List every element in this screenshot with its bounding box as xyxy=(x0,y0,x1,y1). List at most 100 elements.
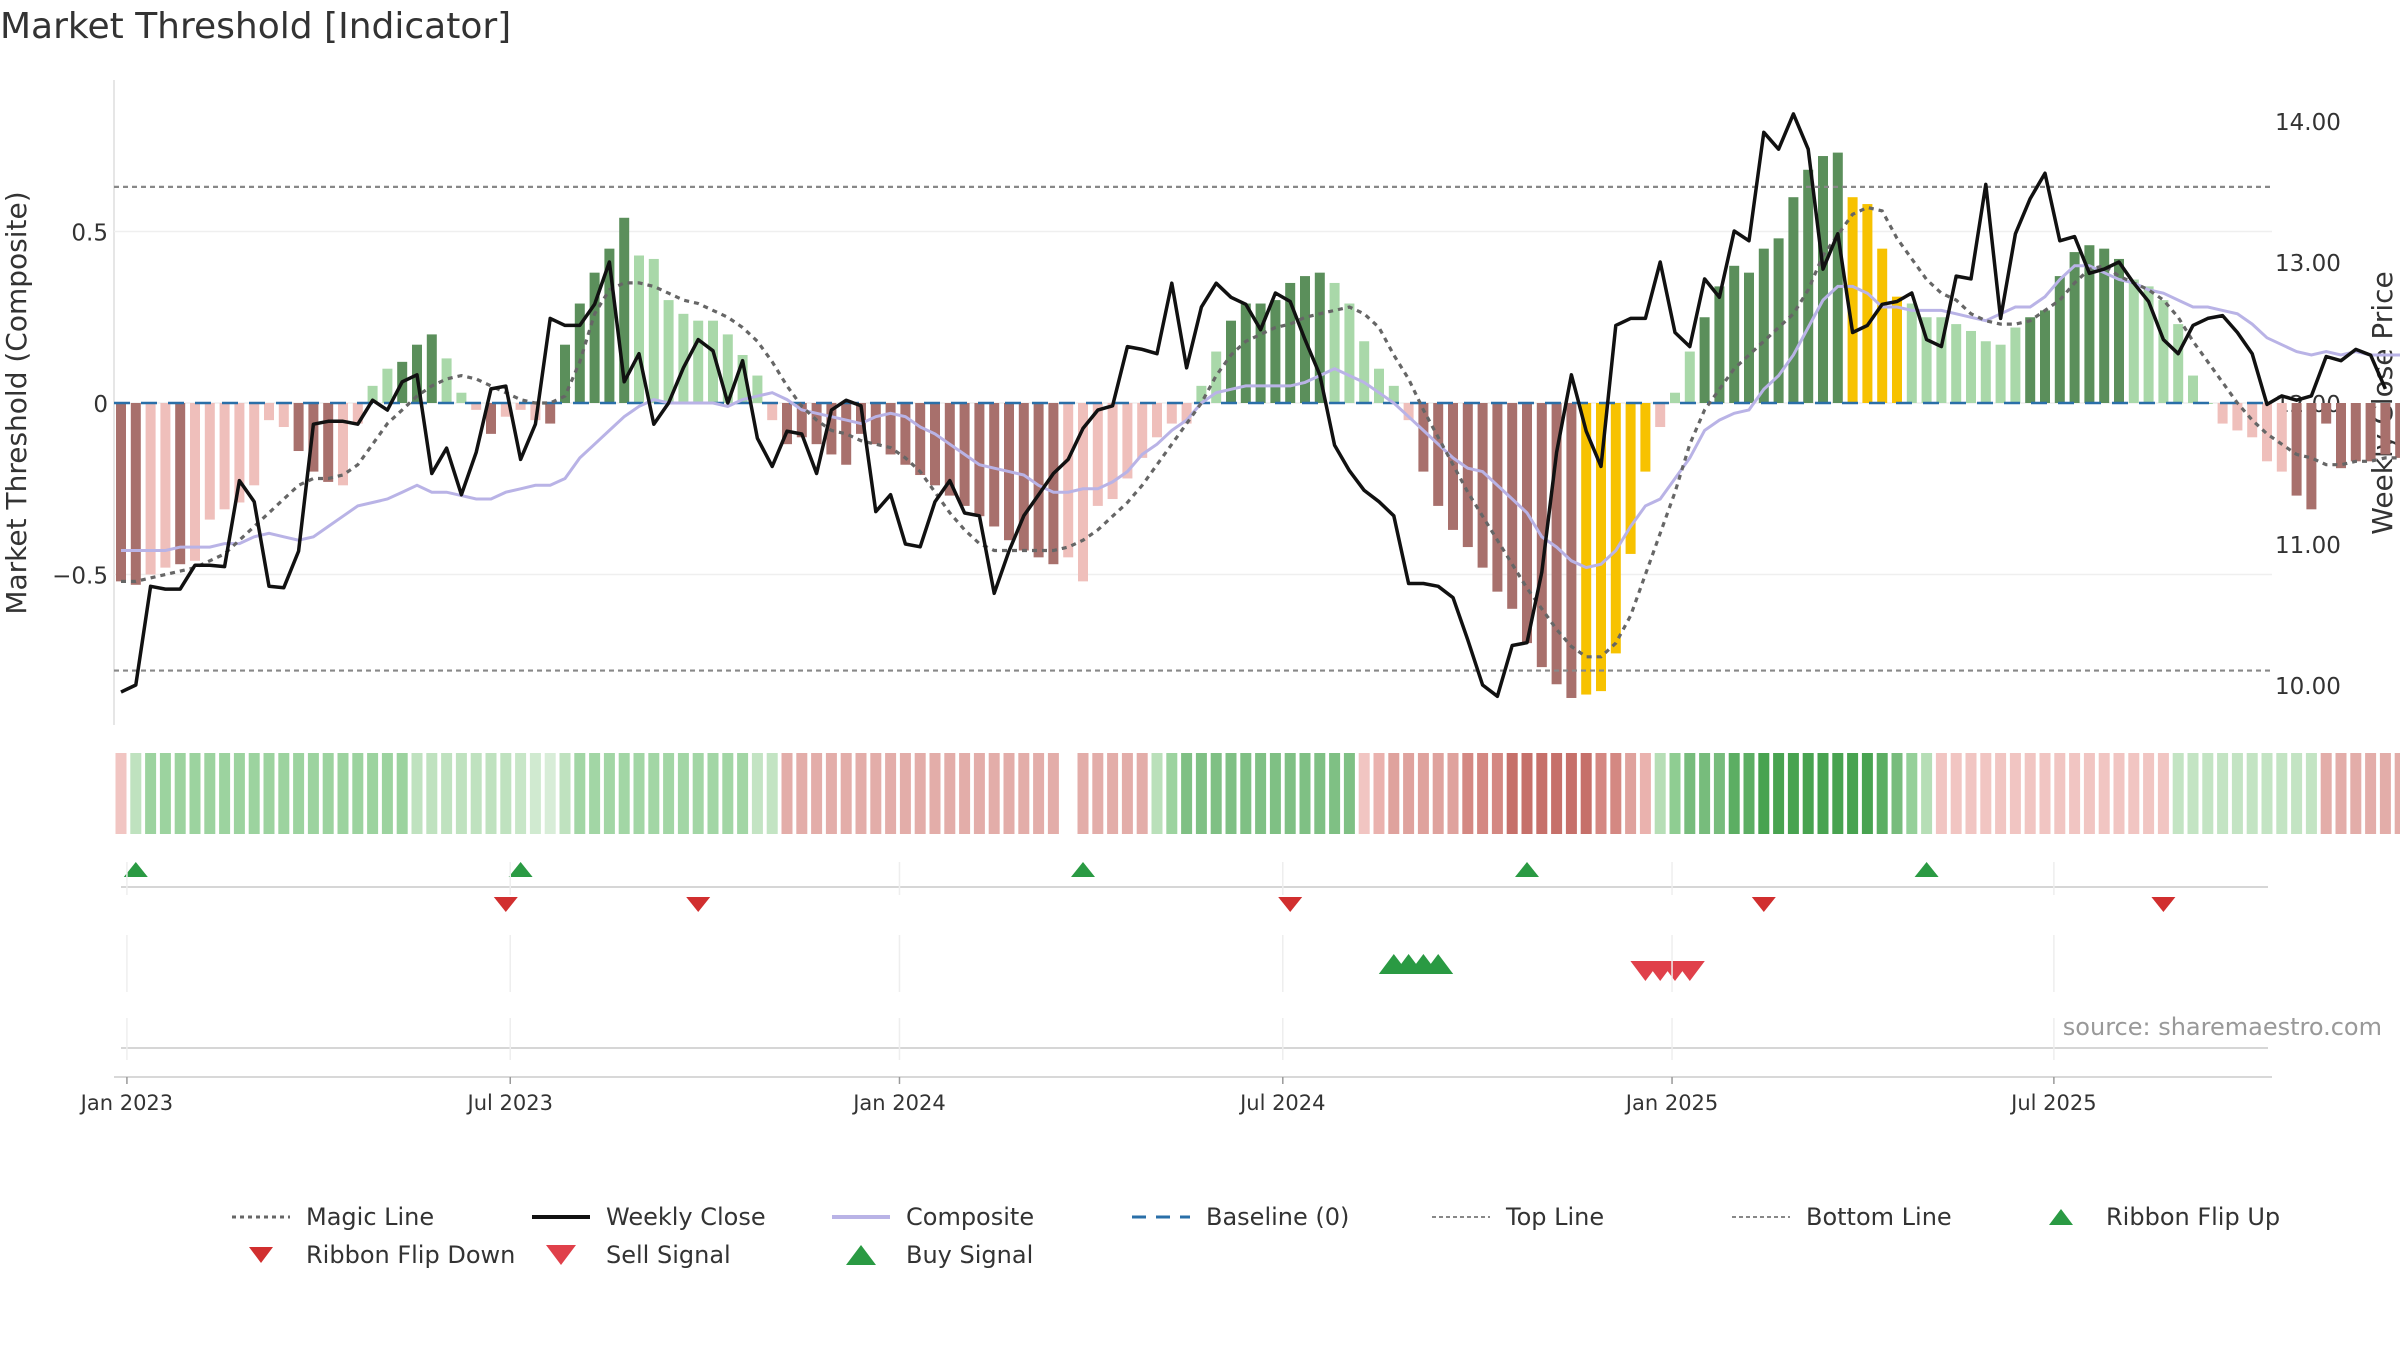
histogram-bar xyxy=(234,403,245,503)
histogram-bar xyxy=(1344,303,1355,403)
ribbon-cell xyxy=(2083,753,2095,834)
histogram-bar xyxy=(974,403,985,517)
histogram-bar xyxy=(1122,403,1133,479)
ribbon-cell xyxy=(1063,753,1074,834)
legend-item-composite: Composite xyxy=(830,1203,1130,1231)
ribbon-cell xyxy=(500,753,512,834)
histogram-bar xyxy=(885,403,896,455)
histogram-bar xyxy=(1877,248,1888,403)
x-tick-label: Jan 2025 xyxy=(1624,1091,1719,1115)
histogram-bar xyxy=(870,403,881,445)
histogram-bar xyxy=(2350,403,2361,462)
histogram-bar xyxy=(1240,303,1251,403)
histogram-bar xyxy=(2276,403,2287,472)
ribbon-cell xyxy=(751,753,763,834)
ribbon-flip-down-marker xyxy=(1751,897,1776,912)
legend-item-sell-signal: Sell Signal xyxy=(530,1241,830,1269)
x-tick-label: Jan 2023 xyxy=(79,1091,174,1115)
ribbon-cell xyxy=(855,753,867,834)
histogram-bar xyxy=(456,392,467,403)
ribbon-flip-down-marker xyxy=(686,897,711,912)
histogram-bar xyxy=(545,403,556,424)
histogram-bar xyxy=(1226,320,1236,403)
ribbon-cell xyxy=(248,753,260,834)
ribbon-cell xyxy=(1536,753,1548,834)
ribbon-cell xyxy=(115,753,127,834)
ribbon-cell xyxy=(1462,753,1474,834)
histogram-bar xyxy=(1196,385,1207,403)
histogram-bar xyxy=(1492,403,1503,592)
ribbon-cell xyxy=(455,753,467,834)
histogram-bar xyxy=(944,403,955,496)
ribbon-cell xyxy=(1447,753,1459,834)
ribbon-cell xyxy=(1269,753,1281,834)
ribbon-cell xyxy=(1506,753,1518,834)
ribbon-cell xyxy=(692,753,704,834)
ribbon-cell xyxy=(263,753,275,834)
histogram-bar xyxy=(1418,403,1429,472)
ribbon-flip-down-marker xyxy=(2151,897,2176,912)
ribbon-cell xyxy=(1225,753,1237,834)
ribbon-cell xyxy=(2261,753,2273,834)
histogram-bar xyxy=(1403,403,1414,421)
x-axis: Jan 2023 Jul 2023 Jan 2024 Jul 2024 Jan 2025… xyxy=(79,862,2272,1115)
ribbon-cell xyxy=(278,753,290,834)
ribbon-cell xyxy=(1950,753,1962,834)
ribbon-cell xyxy=(603,753,615,834)
histogram-bar xyxy=(278,403,289,428)
ribbon-cell xyxy=(914,753,926,834)
histogram-bar xyxy=(1906,303,1917,403)
histogram-bar xyxy=(1832,152,1843,403)
ribbon-cell xyxy=(1921,753,1933,834)
ribbon-cell xyxy=(2024,753,2036,834)
histogram-bar xyxy=(2010,327,2021,403)
histogram-bar xyxy=(678,313,689,403)
ribbon-cell xyxy=(2143,753,2155,834)
ribbon-cell xyxy=(1832,753,1844,834)
histogram-bar xyxy=(2336,403,2346,469)
ribbon-cell xyxy=(2202,753,2214,834)
histogram-bar xyxy=(2114,258,2124,403)
ribbon-cell xyxy=(1817,753,1829,834)
legend-label: Top Line xyxy=(1506,1203,1605,1231)
y-tick-label: 0 xyxy=(93,392,108,418)
legend-label: Sell Signal xyxy=(606,1241,731,1269)
histogram-bar xyxy=(619,217,630,403)
ribbon-cell xyxy=(1033,753,1045,834)
ribbon-cell xyxy=(1713,753,1725,834)
ribbon-cell xyxy=(1906,753,1918,834)
triangle-down-icon xyxy=(230,1243,292,1267)
histogram-bar xyxy=(1314,272,1325,403)
buy-signal-marker xyxy=(1423,954,1454,974)
histogram-bar xyxy=(2173,324,2184,403)
ribbon-cell xyxy=(204,753,216,834)
histogram-bar xyxy=(693,320,704,403)
histogram-bar xyxy=(1359,341,1370,403)
ribbon-flip-up-marker xyxy=(508,862,533,877)
ribbon-cell xyxy=(293,753,305,834)
histogram-bar xyxy=(1892,296,1902,403)
legend-label: Bottom Line xyxy=(1806,1203,1952,1231)
histogram-bar xyxy=(2040,310,2050,403)
histogram-bar xyxy=(2321,403,2332,424)
histogram-bar xyxy=(989,403,1000,527)
ribbon-cell xyxy=(2335,753,2347,834)
histogram-bar xyxy=(264,403,274,421)
histogram-bar xyxy=(604,248,615,403)
histogram-bar xyxy=(1255,303,1266,403)
histogram-bar xyxy=(1078,403,1088,582)
histogram-bar xyxy=(841,403,852,465)
histogram-bar xyxy=(1980,341,1991,403)
histogram-bar xyxy=(648,258,659,403)
histogram-bar xyxy=(1181,403,1192,424)
histogram-bar xyxy=(471,403,482,410)
ribbon-cell xyxy=(1595,753,1607,834)
histogram-bar xyxy=(2158,300,2169,403)
ribbon-cell xyxy=(1240,753,1252,834)
histogram-bar xyxy=(338,403,348,486)
histogram-bar xyxy=(1610,403,1621,654)
ribbon-cell xyxy=(1891,753,1903,834)
ribbon-cell xyxy=(811,753,823,834)
ribbon-cell xyxy=(1166,753,1178,834)
ribbon-cell xyxy=(2069,753,2081,834)
